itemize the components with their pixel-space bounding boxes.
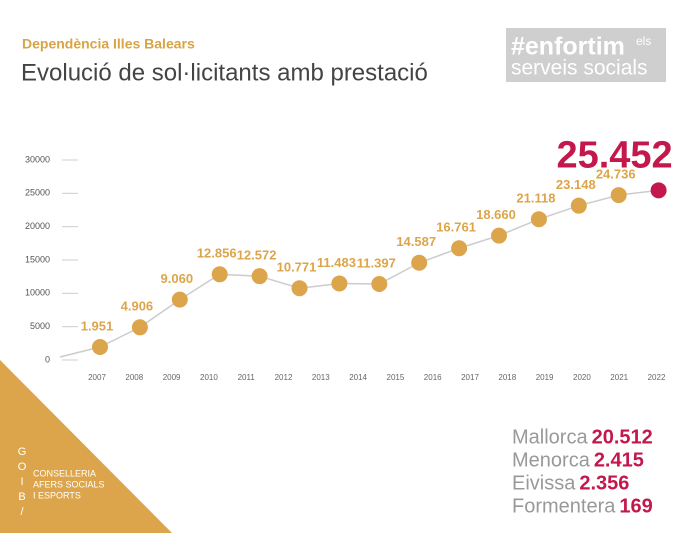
point [451,240,468,257]
logo-tag: #enfortim [511,33,625,61]
value-label: 23.148 [556,177,596,192]
logo-letter: O [18,461,27,473]
x-tick-label: 2012 [275,373,293,382]
logo-small: els [636,34,651,48]
y-tick-label: 10000 [25,288,50,298]
region-value: 169 [619,495,652,517]
x-tick-label: 2011 [238,373,256,382]
value-label: 11.397 [357,255,396,270]
value-label: 12.856 [197,246,237,261]
value-label: 1.951 [81,318,114,333]
department-line: AFERS SOCIALS [33,479,105,489]
value-label: 10.771 [277,260,317,275]
highlight-label: 25.452 [556,134,672,176]
value-label: 21.118 [516,191,555,206]
y-tick-label: 25000 [25,188,50,198]
point [171,291,188,308]
logo-letter: I [20,476,23,488]
point [491,227,507,244]
region-value: 2.356 [579,472,629,494]
title: Evolució de sol·licitants amb prestació [21,59,428,86]
point [251,268,268,285]
department-line: I ESPORTS [33,490,81,500]
region-name: Mallorca [512,426,588,448]
region-value: 20.512 [592,426,653,448]
point [92,338,108,355]
value-label: 4.906 [121,299,154,314]
point [291,280,308,297]
region-name: Eivissa [512,472,576,494]
logo-line: serveis socials [511,57,648,80]
x-tick-label: 2020 [573,373,591,382]
y-tick-label: 20000 [25,221,50,231]
x-tick-label: 2021 [610,373,628,382]
value-label: 12.572 [237,248,277,263]
point [650,182,667,199]
x-tick-label: 2016 [424,373,442,382]
y-tick-label: 15000 [25,254,50,264]
region-name: Formentera [512,495,616,517]
point [131,319,148,336]
corner-triangle [0,360,172,533]
x-tick-label: 2008 [125,373,143,382]
x-tick-label: 2019 [536,373,554,382]
y-tick-label: 5000 [30,321,50,331]
x-tick-label: 2013 [312,373,330,382]
logo-letter: G [18,446,27,458]
point [530,211,547,228]
value-label: 11.483 [317,255,356,270]
point [610,187,627,204]
logo-box [506,28,666,82]
department-line: CONSELLERIA [33,468,96,478]
point [411,254,428,271]
x-tick-label: 2014 [349,373,367,382]
y-tick-label: 30000 [25,154,50,164]
x-tick-label: 2018 [498,373,516,382]
subtitle: Dependència Illes Balears [22,36,195,52]
x-tick-label: 2022 [648,373,666,382]
value-label: 16.761 [436,220,476,235]
x-tick-label: 2009 [163,373,181,382]
logo-letter: B [18,491,25,503]
value-label: 24.736 [596,167,636,182]
point [211,266,228,283]
x-tick-label: 2007 [88,373,106,382]
value-label: 9.060 [161,271,194,286]
y-tick-label: 0 [45,354,50,364]
value-label: 14.587 [396,234,436,249]
point [570,197,587,214]
x-tick-label: 2015 [387,373,405,382]
logo-letter: / [20,506,24,518]
point [331,275,348,292]
value-label: 18.660 [476,207,516,222]
x-tick-label: 2010 [200,373,218,382]
x-tick-label: 2017 [461,373,479,382]
point [371,276,388,293]
region-name: Menorca [512,449,591,471]
region-value: 2.415 [594,449,644,471]
